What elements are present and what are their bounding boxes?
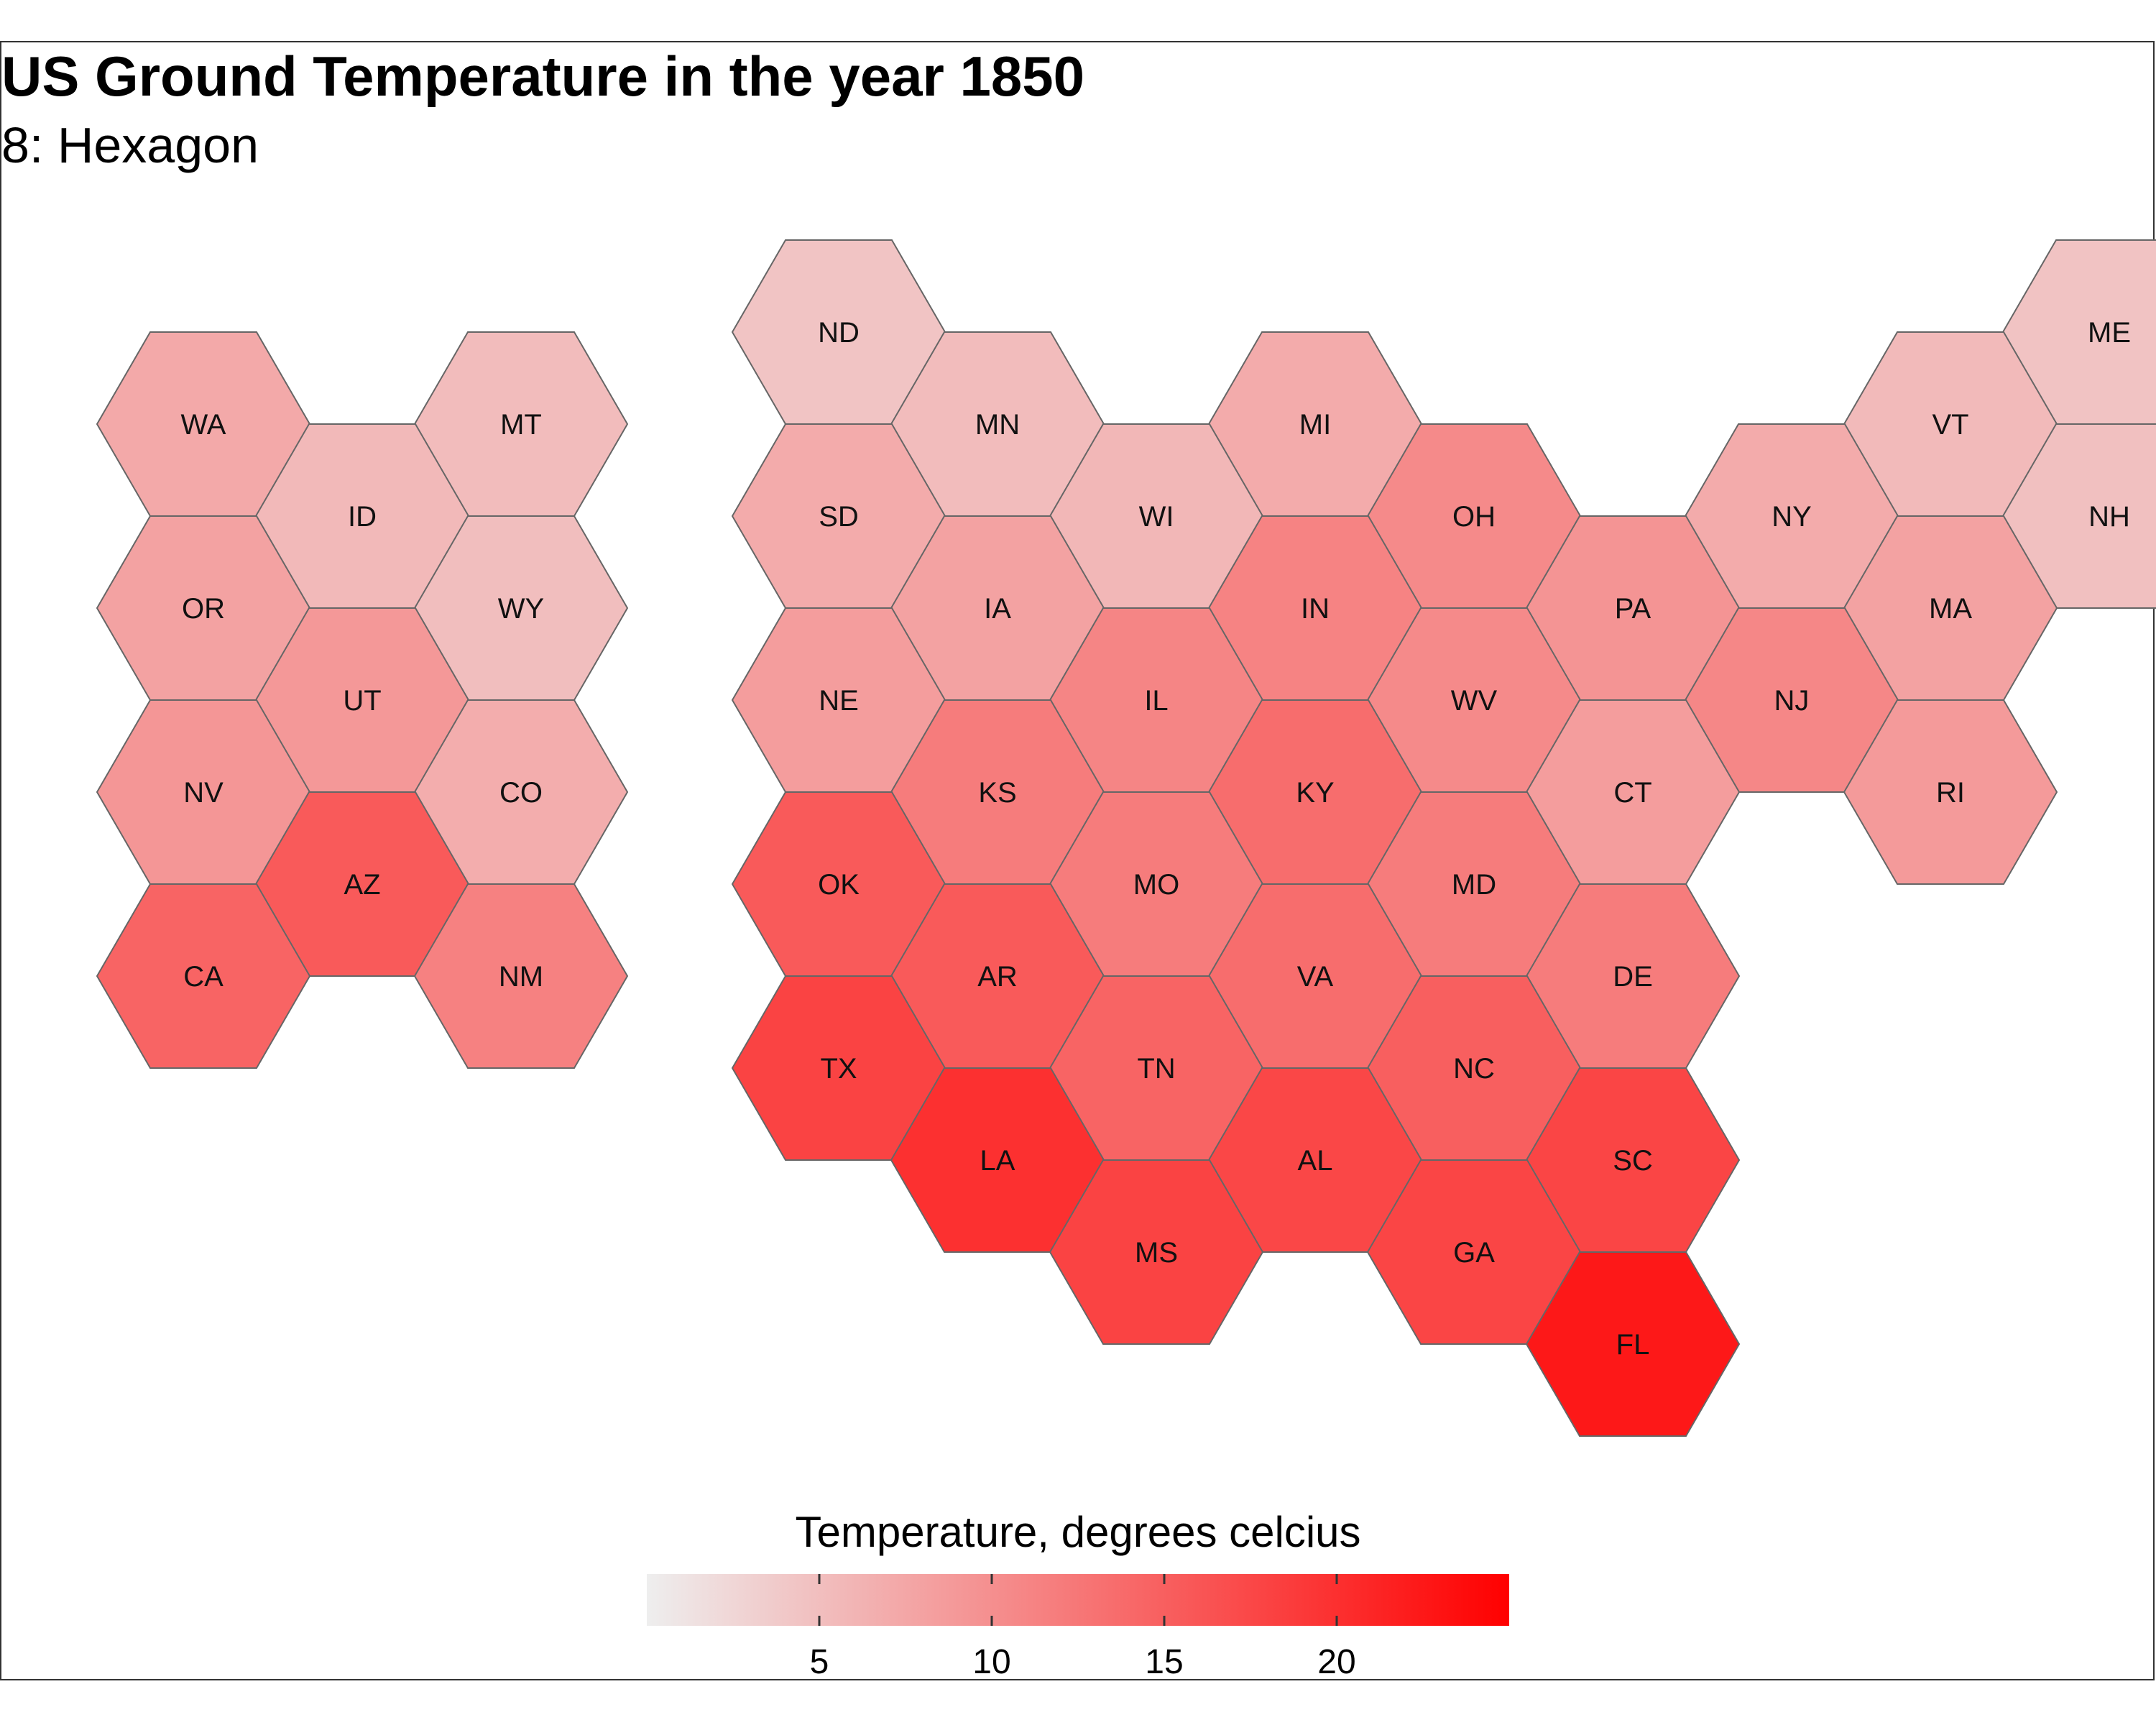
- hex-state-ut: UT: [254, 607, 470, 793]
- state-label: KY: [1296, 777, 1334, 809]
- hex-state-va: VA: [1207, 883, 1423, 1069]
- hex-state-ny: NY: [1684, 423, 1899, 609]
- plot-frame: [0, 41, 2155, 1680]
- state-label: AZ: [344, 869, 380, 901]
- legend-title: Temperature, degrees celcius: [795, 1508, 1360, 1556]
- state-label: VT: [1932, 409, 1968, 441]
- state-label: MD: [1452, 869, 1496, 901]
- state-label: NY: [1772, 501, 1812, 533]
- state-label: GA: [1453, 1237, 1495, 1269]
- hexagon: [413, 883, 629, 1069]
- state-label: MS: [1135, 1237, 1178, 1269]
- state-label: NE: [819, 685, 859, 717]
- legend-tick-label: 10: [972, 1643, 1010, 1681]
- legend-tick-label: 5: [810, 1643, 829, 1681]
- state-label: IL: [1144, 685, 1168, 717]
- state-label: CT: [1613, 777, 1651, 809]
- state-label: MN: [975, 409, 1020, 441]
- state-label: MT: [500, 409, 542, 441]
- state-label: OH: [1452, 501, 1496, 533]
- hex-state-ok: OK: [731, 791, 946, 977]
- state-label: MA: [1929, 593, 1972, 625]
- state-label: AL: [1298, 1145, 1333, 1177]
- legend-color-bar: [647, 1574, 1509, 1626]
- state-label: TX: [820, 1053, 857, 1085]
- state-label: NJ: [1774, 685, 1810, 717]
- hex-state-sc: SC: [1525, 1067, 1741, 1253]
- hexagon: [1843, 699, 2058, 885]
- state-label: ID: [348, 501, 377, 533]
- hex-state-ct: CT: [1525, 699, 1741, 885]
- state-label: SD: [819, 501, 859, 533]
- legend-tick-label: 15: [1145, 1643, 1183, 1681]
- hex-state-wy: WY: [413, 515, 629, 701]
- state-label: WV: [1451, 685, 1498, 717]
- state-label: DE: [1613, 961, 1653, 993]
- hex-state-al: AL: [1207, 1067, 1423, 1253]
- state-label: SC: [1613, 1145, 1653, 1177]
- state-label: FL: [1616, 1329, 1650, 1361]
- state-label: NM: [499, 961, 543, 993]
- state-label: IN: [1301, 593, 1330, 625]
- chart-subtitle: 8: Hexagon: [1, 117, 259, 173]
- state-label: NH: [2088, 501, 2130, 533]
- state-label: LA: [980, 1145, 1015, 1177]
- legend-tick-label: 20: [1317, 1643, 1355, 1681]
- hex-state-nj: NJ: [1684, 607, 1899, 793]
- state-label: NV: [183, 777, 224, 809]
- state-label: CO: [499, 777, 543, 809]
- state-label: RI: [1936, 777, 1965, 809]
- color-legend: Temperature, degrees celcius 5 10 15 20: [647, 1508, 1509, 1681]
- hexagon-layer: ME ND WA MT MN MI VT ID SD WI OH NY NH OR WY IA IN PA MA UT…: [96, 239, 2156, 1437]
- hexagon: [1049, 1159, 1264, 1345]
- state-label: WI: [1139, 501, 1174, 533]
- hex-state-ky: KY: [1207, 699, 1423, 885]
- hex-state-sd: SD: [731, 423, 946, 609]
- state-label: CA: [183, 961, 224, 993]
- state-label: NC: [1453, 1053, 1495, 1085]
- state-label: OK: [818, 869, 860, 901]
- hex-state-in: IN: [1207, 515, 1423, 701]
- state-label: WY: [498, 593, 544, 625]
- hex-state-wa: WA: [96, 331, 311, 517]
- state-label: AR: [977, 961, 1018, 993]
- state-label: MO: [1133, 869, 1179, 901]
- hex-state-ca: CA: [96, 883, 311, 1069]
- state-label: MI: [1299, 409, 1331, 441]
- hex-state-ga: GA: [1366, 1159, 1582, 1345]
- state-label: ND: [818, 317, 860, 349]
- hex-state-ia: IA: [890, 515, 1105, 701]
- state-label: PA: [1615, 593, 1651, 625]
- chart-title: US Ground Temperature in the year 1850: [1, 45, 1085, 108]
- hexagon: [96, 883, 311, 1069]
- hex-state-me: ME: [2001, 239, 2156, 425]
- legend-ticks: 5 10 15 20: [810, 1574, 1356, 1681]
- state-label: UT: [343, 685, 381, 717]
- hex-state-ri: RI: [1843, 699, 2058, 885]
- hex-state-vt: VT: [1843, 331, 2058, 517]
- hex-state-az: AZ: [254, 791, 470, 977]
- state-label: KS: [978, 777, 1016, 809]
- state-label: IA: [984, 593, 1011, 625]
- state-label: TN: [1137, 1053, 1175, 1085]
- hex-state-pa: PA: [1525, 515, 1741, 701]
- hex-state-nm: NM: [413, 883, 629, 1069]
- hex-state-tx: TX: [731, 975, 946, 1161]
- state-label: ME: [2088, 317, 2131, 349]
- state-label: VA: [1297, 961, 1334, 993]
- hex-state-ma: MA: [1843, 515, 2058, 701]
- hex-state-fl: FL: [1525, 1251, 1741, 1437]
- state-label: WA: [181, 409, 226, 441]
- hex-state-ms: MS: [1049, 1159, 1264, 1345]
- state-label: OR: [182, 593, 225, 625]
- hex-state-co: CO: [413, 699, 629, 885]
- hex-state-nc: NC: [1366, 975, 1582, 1161]
- hexagon: [1525, 1251, 1741, 1437]
